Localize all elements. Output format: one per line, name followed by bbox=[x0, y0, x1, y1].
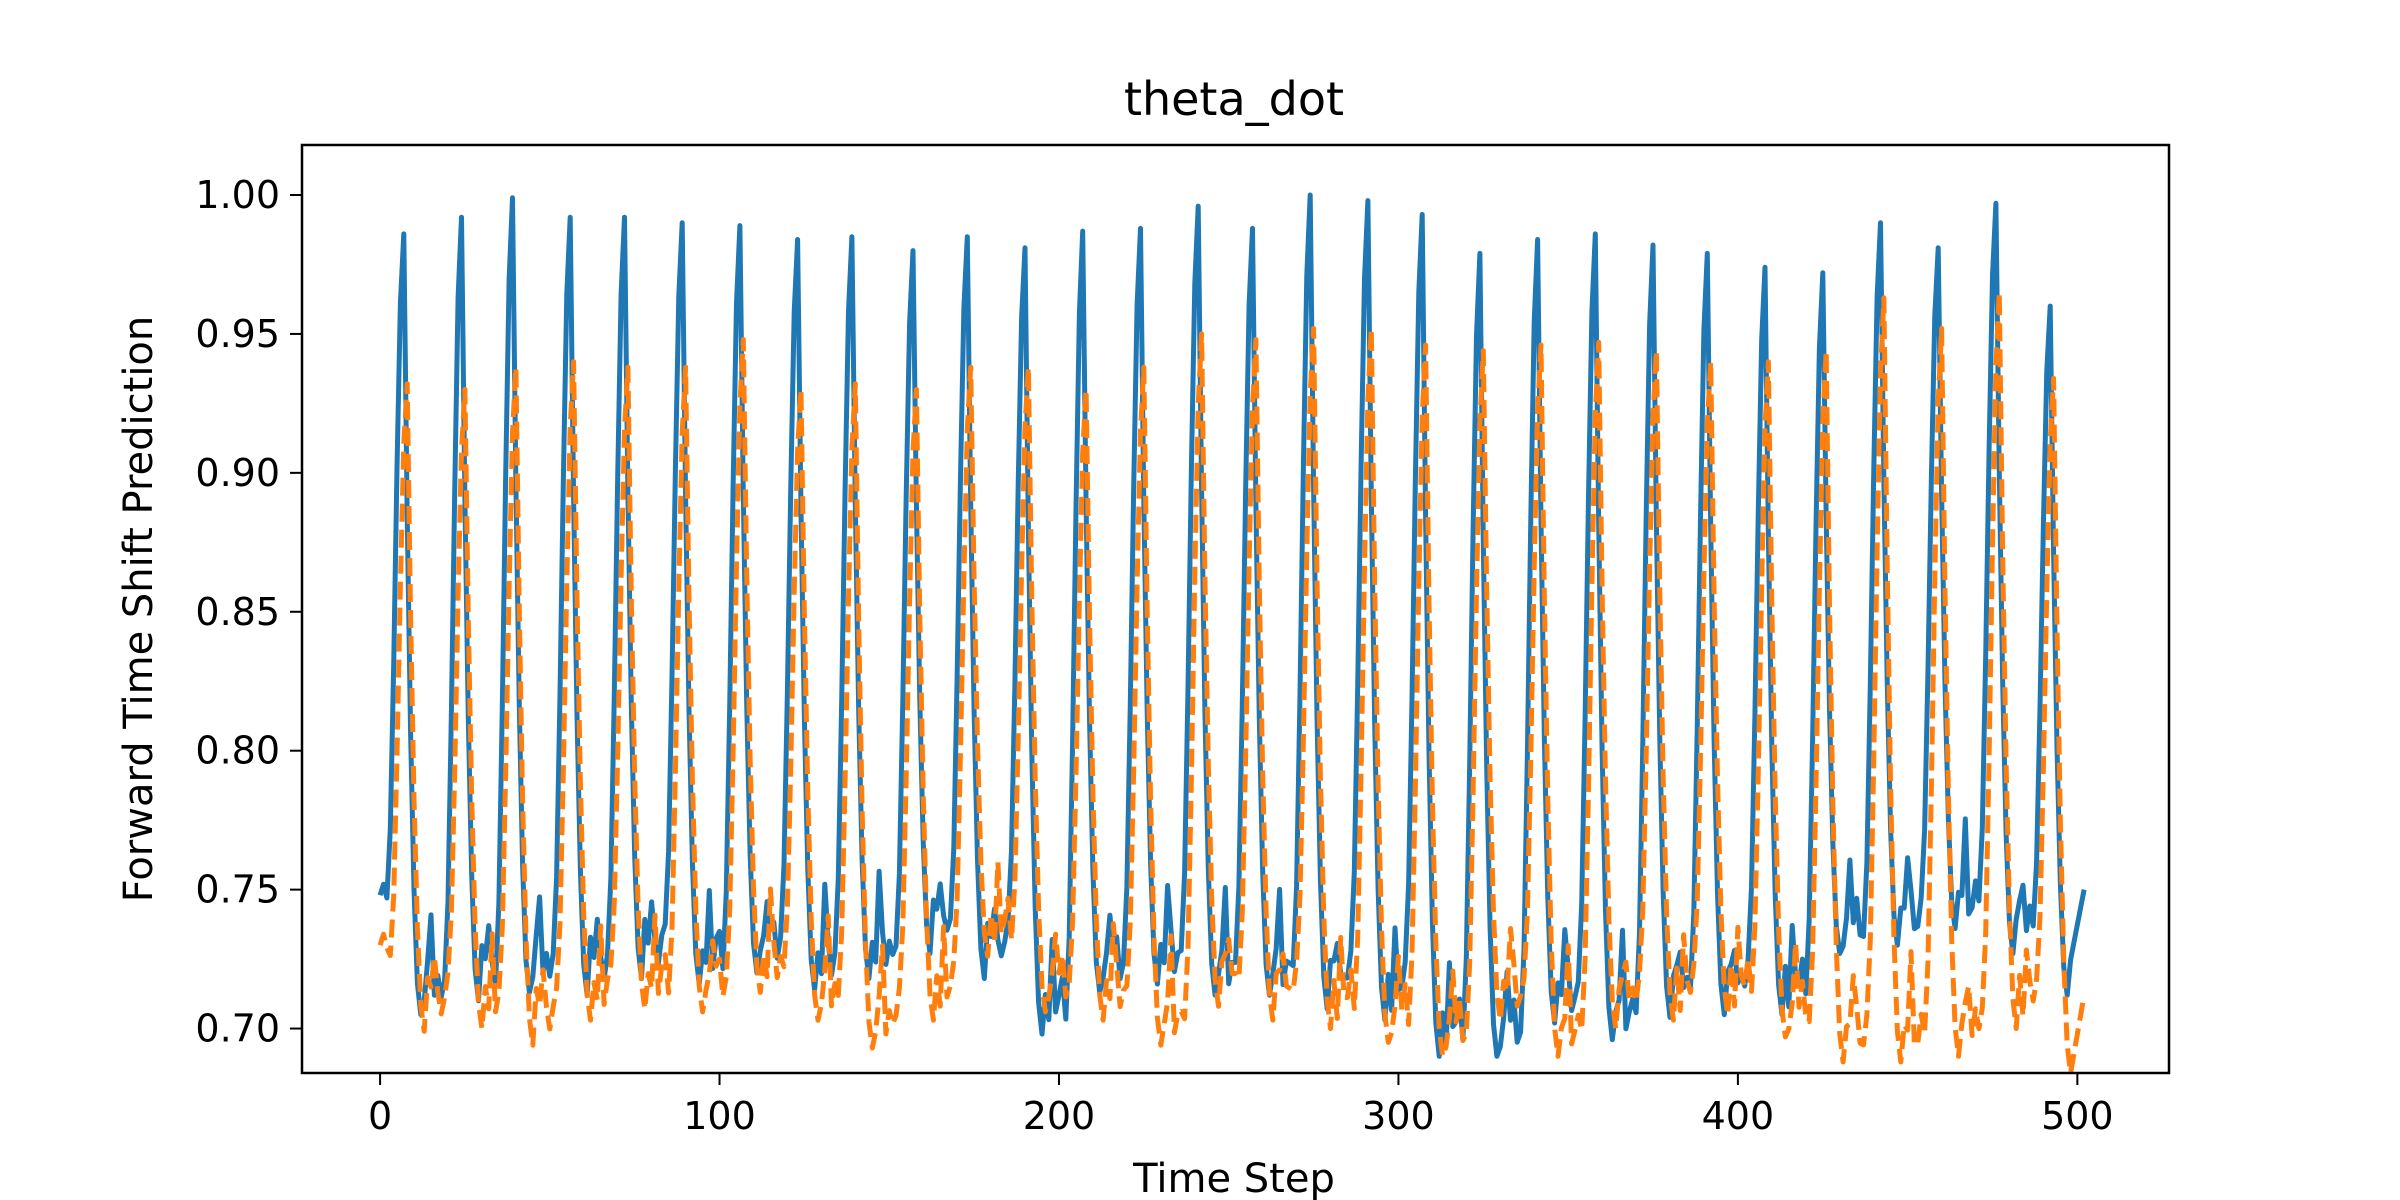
x-axis-label: Time Step bbox=[1132, 1156, 1335, 1200]
series-line-1 bbox=[377, 289, 2087, 1073]
y-tick-label: 0.90 bbox=[195, 451, 280, 495]
x-axis: 0 100 200 300 400 500 bbox=[368, 1073, 2114, 1138]
series-line-0 bbox=[377, 192, 2087, 1059]
y-tick-label: 0.80 bbox=[195, 729, 280, 773]
x-tick-label: 100 bbox=[683, 1094, 756, 1138]
y-axis: 0.70 0.75 0.80 0.85 0.90 0.95 1.00 bbox=[195, 173, 302, 1051]
y-tick-label: 1.00 bbox=[195, 173, 280, 217]
x-tick-label: 200 bbox=[1023, 1094, 1096, 1138]
chart-title: theta_dot bbox=[1124, 72, 1344, 126]
x-tick-label: 0 bbox=[368, 1094, 392, 1138]
y-tick-label: 0.70 bbox=[195, 1007, 280, 1051]
x-tick-label: 500 bbox=[2041, 1094, 2114, 1138]
y-tick-label: 0.85 bbox=[195, 590, 280, 634]
x-tick-label: 400 bbox=[1702, 1094, 1775, 1138]
x-tick-label: 300 bbox=[1362, 1094, 1435, 1138]
axes-frame bbox=[300, 143, 2171, 1075]
plot-area bbox=[300, 143, 2171, 1075]
y-tick-label: 0.75 bbox=[195, 868, 280, 912]
y-axis-label: Forward Time Shift Prediction bbox=[116, 316, 162, 903]
y-tick-label: 0.95 bbox=[195, 312, 280, 356]
